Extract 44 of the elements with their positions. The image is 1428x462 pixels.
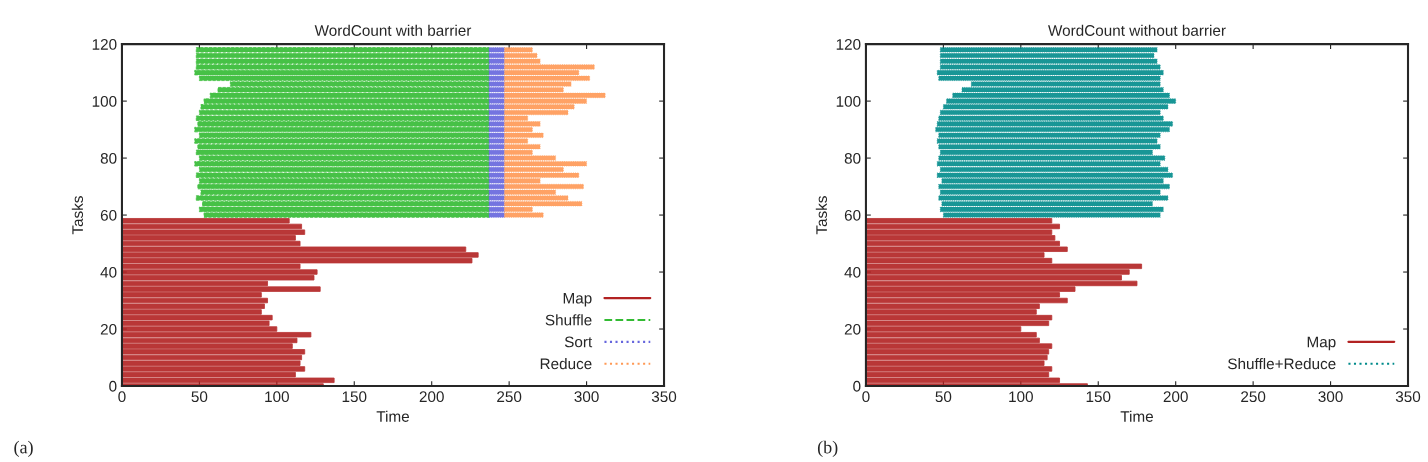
legend-label: Reduce [540, 358, 592, 370]
legend-label: Shuffle+Reduce [1228, 358, 1336, 370]
x-tick-label: 350 [651, 391, 677, 403]
x-tick-label: 200 [419, 391, 444, 403]
y-tick-label: 80 [844, 152, 861, 164]
y-tick-label: 0 [853, 380, 861, 392]
x-tick-label: 250 [497, 391, 522, 403]
chart-title: WordCount without barrier [1048, 24, 1226, 36]
x-tick-label: 50 [935, 391, 952, 403]
chart-title: WordCount with barrier [314, 24, 472, 36]
y-axis-title: Tasks [71, 196, 84, 235]
x-axis-title: Time [376, 410, 409, 422]
x-tick-label: 0 [118, 391, 126, 403]
y-tick-label: 60 [100, 209, 117, 221]
x-tick-label: 0 [862, 391, 870, 403]
x-tick-label: 100 [1009, 391, 1033, 403]
legend-label: Shuffle [545, 314, 592, 326]
y-tick-label: 40 [844, 266, 861, 278]
y-tick-label: 100 [92, 95, 117, 107]
x-tick-label: 50 [191, 391, 208, 403]
x-axis-title: Time [1120, 410, 1153, 422]
legend-label: Map [1307, 336, 1336, 351]
x-tick-label: 150 [1086, 391, 1111, 403]
x-tick-label: 200 [1163, 391, 1188, 403]
y-tick-label: 20 [844, 323, 861, 335]
x-tick-label: 250 [1241, 391, 1266, 403]
y-tick-label: 80 [100, 152, 117, 164]
y-tick-label: 20 [100, 323, 117, 335]
y-tick-label: 40 [100, 266, 117, 278]
y-tick-label: 120 [836, 38, 861, 50]
x-tick-label: 350 [1395, 391, 1421, 403]
legend-label: Map [563, 292, 592, 307]
x-tick-label: 300 [1318, 391, 1343, 403]
text: (b) [817, 440, 838, 458]
legend-label: Sort [564, 336, 593, 348]
x-tick-label: 100 [265, 391, 289, 403]
x-tick-label: 150 [342, 391, 367, 403]
x-tick-label: 300 [574, 391, 599, 403]
y-tick-label: 120 [92, 38, 117, 50]
y-tick-label: 100 [836, 95, 861, 107]
y-tick-label: 60 [844, 209, 861, 221]
y-tick-label: 0 [109, 380, 117, 392]
y-axis-title: Tasks [815, 196, 828, 235]
text: (a) [14, 440, 33, 458]
